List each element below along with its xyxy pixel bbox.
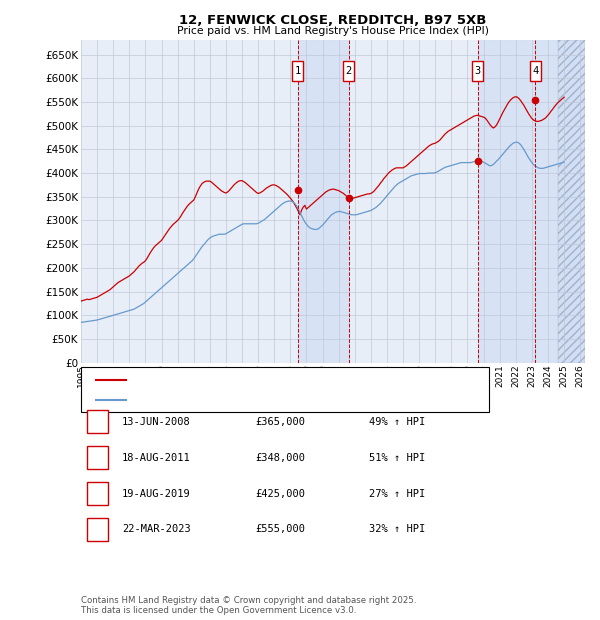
- Text: 19-AUG-2019: 19-AUG-2019: [122, 489, 191, 498]
- Text: £348,000: £348,000: [255, 453, 305, 463]
- Text: Price paid vs. HM Land Registry's House Price Index (HPI): Price paid vs. HM Land Registry's House …: [177, 26, 489, 36]
- Text: 1: 1: [295, 66, 301, 76]
- FancyBboxPatch shape: [292, 61, 303, 81]
- FancyBboxPatch shape: [530, 61, 541, 81]
- Text: 32% ↑ HPI: 32% ↑ HPI: [369, 525, 425, 534]
- Text: 49% ↑ HPI: 49% ↑ HPI: [369, 417, 425, 427]
- Bar: [558, 40, 585, 363]
- FancyBboxPatch shape: [472, 61, 483, 81]
- Bar: [478, 40, 535, 363]
- FancyBboxPatch shape: [343, 61, 355, 81]
- Text: 1: 1: [94, 417, 101, 427]
- Text: £365,000: £365,000: [255, 417, 305, 427]
- Text: 4: 4: [532, 66, 539, 76]
- Text: 27% ↑ HPI: 27% ↑ HPI: [369, 489, 425, 498]
- Text: £425,000: £425,000: [255, 489, 305, 498]
- Text: £555,000: £555,000: [255, 525, 305, 534]
- Text: 2: 2: [346, 66, 352, 76]
- Text: 3: 3: [94, 489, 101, 498]
- Text: 2: 2: [94, 453, 101, 463]
- Text: 12, FENWICK CLOSE, REDDITCH, B97 5XB (detached house): 12, FENWICK CLOSE, REDDITCH, B97 5XB (de…: [132, 374, 424, 385]
- Text: 13-JUN-2008: 13-JUN-2008: [122, 417, 191, 427]
- Text: 18-AUG-2011: 18-AUG-2011: [122, 453, 191, 463]
- Text: 4: 4: [94, 525, 101, 534]
- Text: 22-MAR-2023: 22-MAR-2023: [122, 525, 191, 534]
- Text: 51% ↑ HPI: 51% ↑ HPI: [369, 453, 425, 463]
- Text: 12, FENWICK CLOSE, REDDITCH, B97 5XB: 12, FENWICK CLOSE, REDDITCH, B97 5XB: [179, 14, 487, 27]
- Bar: [298, 40, 349, 363]
- Text: 3: 3: [475, 66, 481, 76]
- Text: Contains HM Land Registry data © Crown copyright and database right 2025.
This d: Contains HM Land Registry data © Crown c…: [81, 596, 416, 615]
- Bar: [535, 40, 585, 363]
- Bar: [558, 40, 585, 363]
- Text: HPI: Average price, detached house, Redditch: HPI: Average price, detached house, Redd…: [132, 394, 356, 405]
